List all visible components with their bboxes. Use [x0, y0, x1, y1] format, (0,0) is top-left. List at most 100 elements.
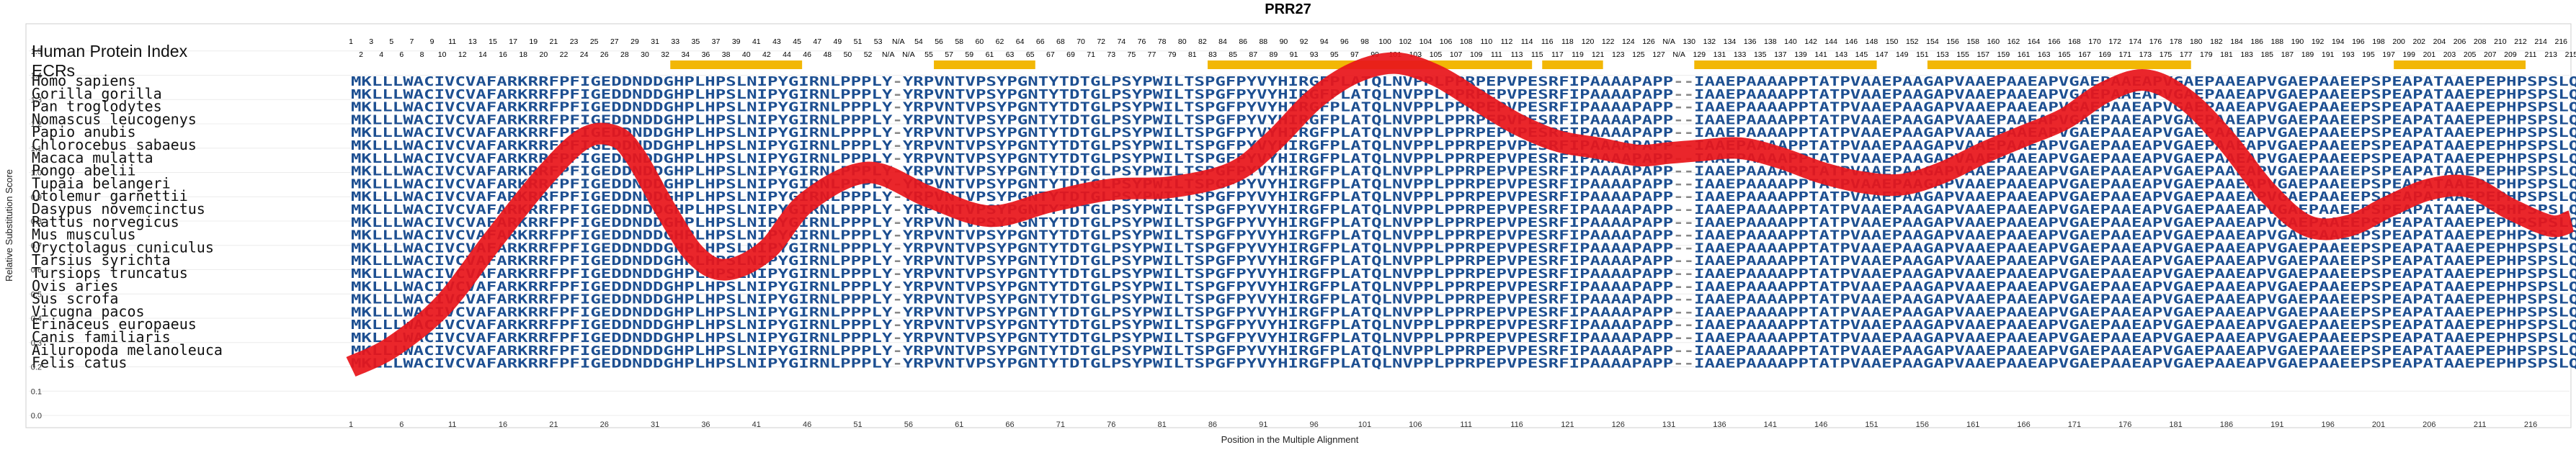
hpi-number: 106: [1440, 37, 1453, 46]
ecr-bar: [2394, 60, 2526, 69]
hpi-number: 203: [2443, 50, 2456, 59]
hpi-number: 108: [1460, 37, 1473, 46]
hpi-number: 196: [2352, 37, 2365, 46]
hpi-number: 154: [1926, 37, 1939, 46]
hpi-number: 160: [1987, 37, 2000, 46]
species-label: Macaca mulatta: [32, 149, 153, 166]
hpi-number: 165: [2058, 50, 2071, 59]
x-tick-label: 66: [1005, 420, 1014, 429]
x-tick-label: 146: [1814, 420, 1827, 429]
hpi-number: 187: [2281, 50, 2294, 59]
x-tick-label: 76: [1107, 420, 1115, 429]
hpi-number: 82: [1198, 37, 1207, 46]
hpi-number: 29: [630, 37, 639, 46]
hpi-number: 133: [1734, 50, 1747, 59]
hpi-number: 83: [1208, 50, 1217, 59]
hpi-number: 195: [2362, 50, 2375, 59]
hpi-number: 123: [1612, 50, 1625, 59]
ecr-bar: [1927, 60, 2191, 69]
hpi-number: 151: [1916, 50, 1929, 59]
axes: 0.0 0.1 0.2 0.3 0.4 0.5 0.6 0.7 0.8 0.9 1.0 1.1 1.2 1…: [31, 48, 2538, 429]
hpi-number: 111: [1491, 50, 1502, 59]
hpi-number: 55: [924, 50, 933, 59]
hpi-number: 140: [1784, 37, 1797, 46]
hpi-number: 147: [1876, 50, 1889, 59]
hpi-number: 215: [2565, 50, 2576, 59]
hpi-number: 64: [1016, 37, 1025, 46]
hpi-number: 47: [813, 37, 821, 46]
species-label: Chlorocebus sabaeus: [32, 136, 197, 153]
hpi-number: 171: [2118, 50, 2131, 59]
hpi-number: 197: [2382, 50, 2395, 59]
hpi-number: 51: [854, 37, 863, 46]
hpi-number: 36: [702, 50, 710, 59]
species-label: Nomascus leucogenys: [32, 110, 197, 127]
species-label: Tarsius syrichta: [32, 251, 171, 269]
y-axis-label: Relative Substitution Score: [4, 169, 14, 282]
hpi-number: 209: [2504, 50, 2517, 59]
x-tick-label: 36: [701, 420, 710, 429]
x-tick-label: 46: [803, 420, 811, 429]
hpi-number: 200: [2392, 37, 2405, 46]
hpi-number: 190: [2291, 37, 2304, 46]
species-label: Ovis aries: [32, 277, 118, 294]
hpi-number: 25: [590, 37, 599, 46]
hpi-number: 124: [1622, 37, 1635, 46]
hpi-number: 75: [1128, 50, 1136, 59]
x-tick-label: 211: [2474, 420, 2487, 429]
hpi-number: 204: [2433, 37, 2446, 46]
hpi-number: 193: [2342, 50, 2355, 59]
hpi-number: 145: [1855, 50, 1868, 59]
hpi-number: 153: [1936, 50, 1949, 59]
hpi-number: 206: [2454, 37, 2466, 46]
hpi-number: 152: [1906, 37, 1919, 46]
y-tick-label: 0.5: [31, 290, 42, 299]
hpi-number: 2: [359, 50, 363, 59]
hpi-number: 199: [2402, 50, 2415, 59]
hpi-number: 44: [783, 50, 791, 59]
hpi-number: 177: [2180, 50, 2193, 59]
hpi-number: 81: [1188, 50, 1197, 59]
hpi-number: 66: [1036, 37, 1045, 46]
hpi-number: 60: [975, 37, 984, 46]
hpi-number: 32: [661, 50, 669, 59]
hpi-number: 39: [732, 37, 741, 46]
hpi-number: 35: [692, 37, 700, 46]
species-label: Otolemur garnettii: [32, 187, 188, 204]
hpi-number: 52: [864, 50, 873, 59]
hpi-number: 85: [1229, 50, 1237, 59]
hpi-number: 131: [1713, 50, 1726, 59]
hpi-number: 31: [651, 37, 659, 46]
y-tick-label: 0.3: [31, 339, 42, 348]
x-tick-label: 126: [1612, 420, 1625, 429]
hpi-number: 15: [489, 37, 497, 46]
hpi-number: 115: [1531, 50, 1543, 59]
hpi-number: 77: [1148, 50, 1156, 59]
hpi-number: 138: [1764, 37, 1777, 46]
hpi-number: 33: [671, 37, 679, 46]
species-label: Pongo abelii: [32, 162, 136, 179]
hpi-number: N/A: [882, 50, 895, 59]
species-label: Homo sapiens: [32, 72, 136, 89]
y-tick-label: 0.6: [31, 266, 42, 275]
hpi-number: 37: [712, 37, 721, 46]
hpi-number: 59: [965, 50, 973, 59]
hpi-number: 139: [1794, 50, 1807, 59]
hpi-number: 73: [1107, 50, 1115, 59]
hpi-number: 127: [1652, 50, 1665, 59]
hpi-number: 205: [2464, 50, 2477, 59]
hpi-number: 7: [409, 37, 414, 46]
ecr-label: ECRs: [32, 61, 75, 80]
x-tick-label: 136: [1713, 420, 1726, 429]
hpi-number: 117: [1551, 50, 1564, 59]
hpi-number: 3: [369, 37, 373, 46]
hpi-number: 194: [2332, 37, 2345, 46]
x-tick-label: 111: [1460, 420, 1472, 429]
hpi-number: 50: [844, 50, 852, 59]
